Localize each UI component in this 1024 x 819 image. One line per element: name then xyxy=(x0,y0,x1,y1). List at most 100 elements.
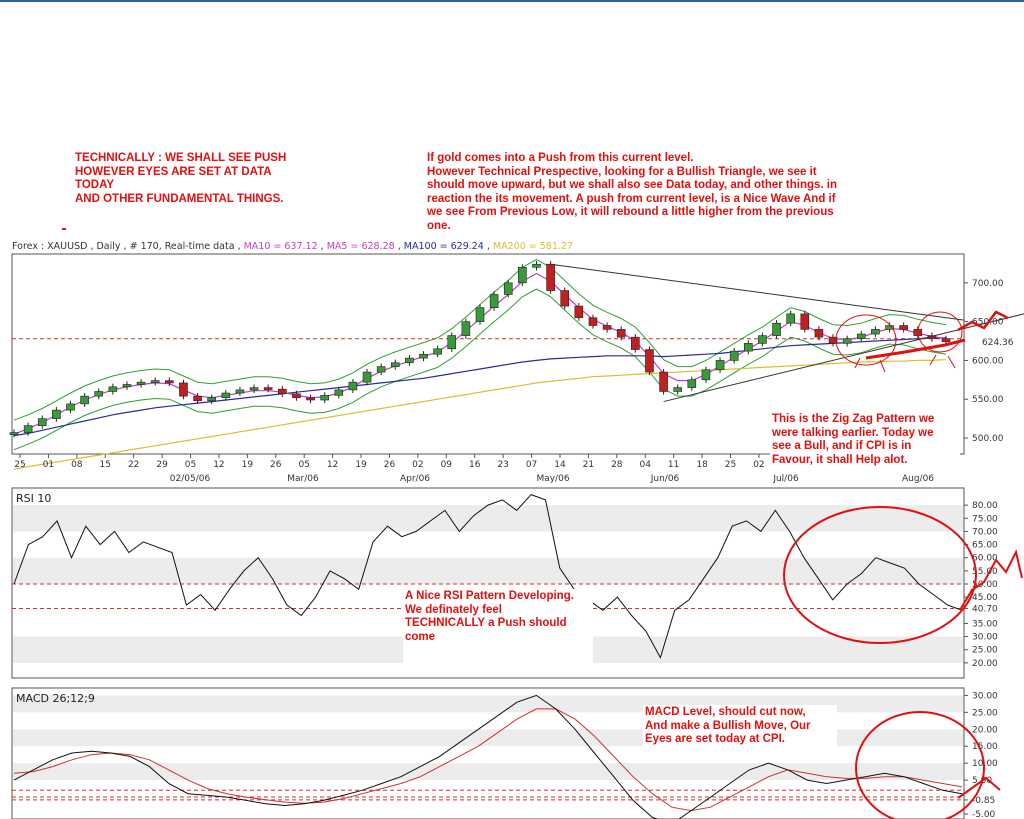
header-ma200: MA200 = 581.27 xyxy=(493,241,573,252)
price-month-label: May/06 xyxy=(536,474,569,484)
candle-body xyxy=(800,313,810,330)
price-x-tick-label: 23 xyxy=(497,460,508,470)
note-right: If gold comes into a Push from this curr… xyxy=(427,152,837,233)
rsi-y-tick-label: 55.00 xyxy=(972,567,998,577)
price-x-tick-label: 02 xyxy=(753,460,764,470)
macd-projection-zigzag xyxy=(957,776,1001,799)
price-month-label: 02/05/06 xyxy=(170,474,211,484)
price-x-tick-label: 25 xyxy=(14,460,25,470)
rsi-series-group xyxy=(13,494,963,659)
note-left-line: TODAY xyxy=(75,179,114,191)
candle-body xyxy=(602,325,612,330)
macd-line xyxy=(13,694,963,819)
note-right-line: reaction the its movement. A push from c… xyxy=(427,192,836,205)
price-x-tick-label: 05 xyxy=(298,460,309,470)
candle-body xyxy=(941,338,951,343)
candle-body xyxy=(574,305,584,319)
macd-y-tick-label: 30.00 xyxy=(972,691,998,701)
note-zigzag-line: were talking earlier. Today we xyxy=(772,426,934,439)
candle-body xyxy=(546,263,555,291)
header-ma10: MA10 = 637.12 xyxy=(244,241,318,252)
candle-body xyxy=(461,321,471,336)
macd-y-tick-label: 15.00 xyxy=(972,742,998,752)
price-x-tick-label: 12 xyxy=(327,460,338,470)
macd-y-tick-label: 25.00 xyxy=(972,708,998,718)
macd-y-tick-label: -5.00 xyxy=(972,810,996,819)
candle-body xyxy=(758,335,767,344)
candle-body xyxy=(249,387,259,391)
candle-body xyxy=(136,381,146,385)
candle-body xyxy=(631,336,640,350)
hand-annotations xyxy=(783,310,1023,819)
macd-circle-annotation xyxy=(855,711,985,819)
candle-body xyxy=(52,409,61,419)
price-x-tick-label: 26 xyxy=(384,460,396,470)
candle-body xyxy=(715,360,725,371)
candle-body xyxy=(362,371,372,383)
macd-signal-line xyxy=(13,708,963,812)
candle-body xyxy=(814,329,824,338)
candle-body xyxy=(23,425,33,433)
header-sep: , xyxy=(487,241,493,252)
price-y-tick-label: 700.00 xyxy=(972,279,1004,289)
candle-body xyxy=(673,387,682,392)
candle-body xyxy=(701,369,711,381)
candle-body xyxy=(729,350,739,361)
price-y-tick-label: 500.00 xyxy=(972,434,1004,444)
ma100-line xyxy=(13,337,946,437)
chart-header: Forex : XAUUSD , Daily , # 170, Real-tim… xyxy=(12,241,573,252)
price-x-tick-label: 25 xyxy=(725,460,736,470)
note-macd: MACD Level, should cut now, And make a B… xyxy=(643,705,837,748)
macd-y-tick-label: -0.85 xyxy=(972,796,995,806)
macd-title: MACD 26;12;9 xyxy=(16,692,95,705)
price-x-tick-label: 07 xyxy=(526,460,537,470)
header-sep: , xyxy=(398,241,404,252)
price-y-tick-label: 550.00 xyxy=(972,395,1004,405)
note-rsi-line: A Nice RSI Pattern Developing. xyxy=(405,590,574,602)
header-ma100: MA100 = 629.24 xyxy=(404,241,484,252)
candle-body xyxy=(193,395,202,402)
rsi-y-tick-label: 70.00 xyxy=(972,527,998,537)
candle-body xyxy=(433,348,442,355)
candle-body xyxy=(37,418,47,426)
note-rsi-line: We definately feel xyxy=(405,603,502,616)
price-y-tick-label: 600.00 xyxy=(972,356,1004,366)
header-ma5: MA5 = 628.28 xyxy=(327,241,395,252)
window-top-border xyxy=(0,0,1024,2)
candle-body xyxy=(560,290,570,307)
price-series-group xyxy=(9,259,1024,470)
price-month-label: Jul/06 xyxy=(772,474,799,484)
price-month-label: Jun/06 xyxy=(650,474,680,484)
price-x-tick-label: 12 xyxy=(213,460,224,470)
candle-body xyxy=(306,397,315,401)
header-sep: , xyxy=(321,241,327,252)
price-month-label: Apr/06 xyxy=(400,474,430,484)
candle-body xyxy=(80,395,89,405)
rsi-y-tick-label: 35.00 xyxy=(972,619,998,629)
rsi-projection-zigzag xyxy=(959,549,1023,611)
header-symbol: Forex : XAUUSD , Daily , # 170, Real-tim… xyxy=(12,241,235,252)
note-rsi-line: TECHNICALLY a Push should xyxy=(405,617,567,629)
rsi-circle-annotation xyxy=(783,506,977,644)
rsi-shaded-band xyxy=(13,557,963,584)
price-x-tick-label: 15 xyxy=(100,460,111,470)
note-right-line: However Technical Prespective, looking f… xyxy=(427,165,817,178)
candle-body xyxy=(278,388,287,395)
price-x-tick-label: 29 xyxy=(156,460,168,470)
header-sep: , xyxy=(238,241,244,252)
price-x-tick-label: 21 xyxy=(583,460,594,470)
rsi-y-tick-label: 25.00 xyxy=(972,646,998,656)
note-right-line: we see From Previous Low, it will reboun… xyxy=(427,206,834,218)
candle-body xyxy=(871,329,880,335)
rsi-y-tick-label: 65.00 xyxy=(972,541,998,551)
note-left-line: AND OTHER FUNDAMENTAL THINGS. xyxy=(75,192,284,205)
price-x-tick-label: 19 xyxy=(355,460,367,470)
candle-body xyxy=(334,389,344,396)
candle-body xyxy=(221,392,231,398)
candle-body xyxy=(489,294,499,308)
candle-body xyxy=(885,325,894,330)
price-x-axis: 25 01 08 15 22 29 05 12 19 26 05 12 19 26 02 09 16 23 07 14… xyxy=(14,454,935,484)
candle-body xyxy=(687,379,697,388)
price-x-tick-label: 01 xyxy=(43,460,54,470)
